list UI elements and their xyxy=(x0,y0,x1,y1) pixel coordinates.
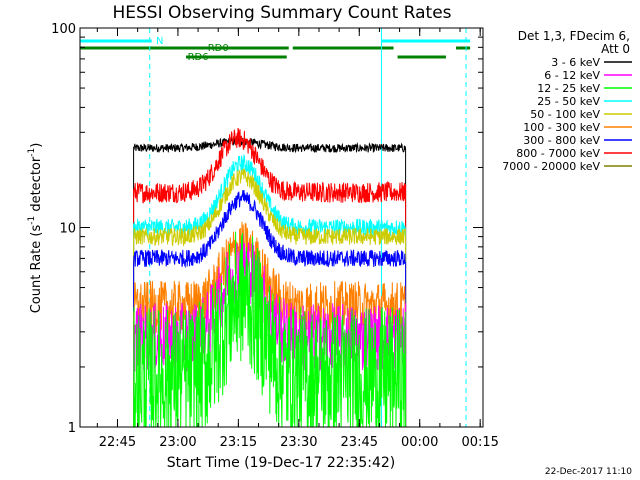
y-axis: 1 10 100 xyxy=(51,22,483,436)
flag-label-rd0: RD0 xyxy=(208,43,229,54)
x-tick-label: 23:15 xyxy=(220,435,257,450)
series-800-7000kev xyxy=(133,127,407,427)
flag-label-n: N xyxy=(156,36,163,47)
series-50-100kev xyxy=(133,168,407,427)
series-12-25kev xyxy=(133,231,407,428)
legend-label: 7000 - 20000 keV xyxy=(502,160,600,173)
footer-date: 22-Dec-2017 11:10 xyxy=(545,467,632,477)
series-300-800kev xyxy=(133,190,407,427)
flag-label-bg xyxy=(154,35,166,47)
y-tick-label: 1 xyxy=(68,421,76,436)
x-tick-label: 23:45 xyxy=(341,435,378,450)
legend-label: 12 - 25 keV xyxy=(537,82,600,95)
legend-header-2: Att 0 xyxy=(601,42,630,56)
y-tick-label: 100 xyxy=(51,22,76,37)
series-lines xyxy=(133,127,407,428)
legend-label: 100 - 300 keV xyxy=(523,121,600,134)
x-tick-label: 22:45 xyxy=(99,435,136,450)
x-axis-label: Start Time (19-Dec-17 22:35:42) xyxy=(167,455,395,471)
legend-label: 50 - 100 keV xyxy=(530,108,600,121)
y-tick-label: 10 xyxy=(59,222,76,237)
x-tick-label: 00:00 xyxy=(401,435,438,450)
x-axis: 22:45 23:00 23:15 23:30 23:45 00:00 00:15 xyxy=(96,28,499,450)
legend-label: 300 - 800 keV xyxy=(523,134,600,147)
flag-label-rd6: RD6 xyxy=(188,52,209,63)
legend-label: 25 - 50 keV xyxy=(537,95,600,108)
y-axis-label: Count Rate (s-1 detector-1) xyxy=(27,143,44,314)
x-tick-label: 23:00 xyxy=(159,435,196,450)
series-3-6kev xyxy=(133,136,407,427)
chart-title: HESSI Observing Summary Count Rates xyxy=(112,3,451,23)
legend-header-1: Det 1,3, FDecim 6, xyxy=(518,29,630,43)
x-tick-label: 23:30 xyxy=(280,435,317,450)
legend-label: 800 - 7000 keV xyxy=(516,147,600,160)
x-tick-label: 00:15 xyxy=(461,435,498,450)
legend-label: 3 - 6 keV xyxy=(551,56,600,69)
legend-label: 6 - 12 keV xyxy=(544,69,600,82)
series-25-50kev xyxy=(133,153,407,427)
